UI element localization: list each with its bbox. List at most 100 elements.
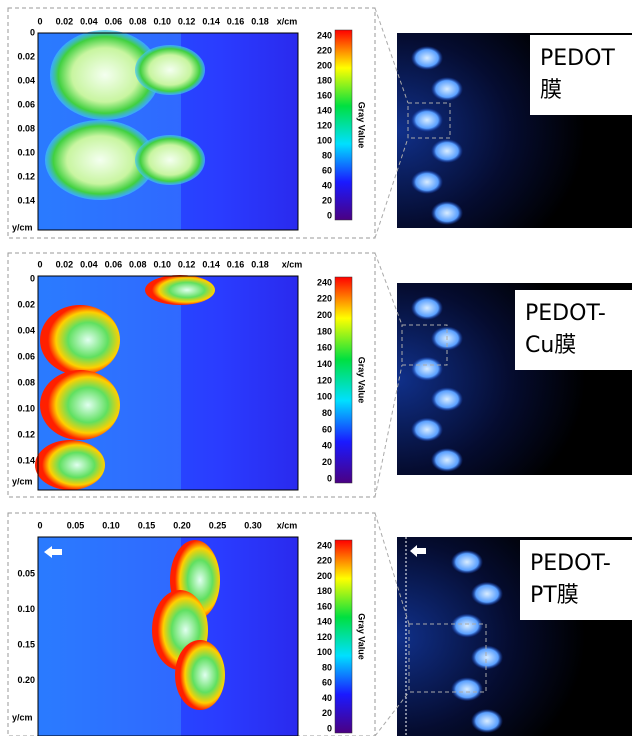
heatmap-region	[35, 440, 105, 490]
x-tick-label: 0.14	[202, 16, 220, 26]
colorbar-tick-label: 220	[317, 294, 332, 304]
panel-frame	[7, 252, 376, 498]
film-label: Cu膜	[525, 333, 576, 358]
y-axis-unit: y/cm	[12, 712, 33, 722]
film-label: PEDOT-	[525, 301, 606, 326]
x-tick-label: 0.12	[178, 259, 196, 269]
colorbar-tick-label: 140	[317, 359, 332, 369]
colorbar-tick-label: 100	[317, 647, 332, 657]
colorbar-tick-label: 20	[322, 708, 332, 718]
colorbar-tick-label: 0	[327, 210, 332, 220]
heatmap-region	[45, 120, 155, 200]
colorbar-tick-label: 180	[317, 75, 332, 85]
colorbar-tick-label: 220	[317, 556, 332, 566]
zoom-connector	[374, 252, 403, 326]
colorbar-tick-label: 80	[322, 662, 332, 672]
y-tick-label: 0.06	[17, 99, 35, 109]
heatmap-border	[37, 32, 299, 231]
arrow-icon	[410, 545, 426, 557]
colorbar-tick-label: 180	[317, 586, 332, 596]
x-tick-label: 0	[37, 16, 42, 26]
photo-pattern	[451, 677, 483, 702]
colorbar-tick-label: 240	[317, 540, 332, 550]
y-tick-label: 0.10	[17, 604, 35, 614]
x-axis-unit: x/cm	[282, 259, 303, 269]
x-tick-label: 0.18	[251, 259, 269, 269]
y-tick-label: 0.06	[17, 351, 35, 361]
colorbar-tick-label: 200	[317, 60, 332, 70]
x-tick-label: 0.16	[227, 16, 245, 26]
x-tick-label: 0.10	[102, 520, 120, 530]
heatmap-region	[40, 305, 120, 375]
panel-frame	[7, 7, 376, 239]
film-label: PEDOT	[540, 46, 615, 71]
x-tick-label: 0.02	[56, 16, 74, 26]
colorbar-tick-label: 40	[322, 693, 332, 703]
colorbar-tick-label: 200	[317, 571, 332, 581]
y-axis-unit: y/cm	[12, 476, 33, 486]
colorbar-label: Gray Value	[357, 102, 367, 149]
photo-pattern	[451, 550, 483, 574]
panels: 0 0.02 0.04 0.06 0.08 0.10 0.12 0.14 0.16 0.18 x/c…	[7, 7, 632, 736]
x-tick-label: 0.20	[173, 520, 191, 530]
colorbar-label: Gray Value	[357, 613, 367, 660]
zoom-connector	[374, 691, 410, 736]
y-tick-label: 0.02	[17, 299, 35, 309]
panel-frame	[7, 512, 376, 736]
colorbar-tick-label: 20	[322, 195, 332, 205]
photo-pattern	[431, 201, 463, 225]
x-tick-label: 0.08	[129, 16, 147, 26]
colorbar-tick-label: 60	[322, 424, 332, 434]
film-label-box	[515, 290, 632, 370]
colorbar-tick-label: 180	[317, 326, 332, 336]
y-tick-label: 0.05	[17, 568, 35, 578]
zoom-box	[407, 102, 451, 139]
colorbar-tick-label: 240	[317, 30, 332, 40]
colorbar	[334, 539, 353, 734]
heatmap-region	[40, 370, 120, 440]
colorbar-tick-label: 200	[317, 310, 332, 320]
photo-pattern	[471, 645, 503, 670]
colorbar-tick-label: 40	[322, 441, 332, 451]
colorbar-tick-label: 100	[317, 392, 332, 402]
colorbar-tick-label: 100	[317, 135, 332, 145]
x-tick-label: 0.04	[80, 259, 98, 269]
heatmap-region	[50, 30, 160, 120]
y-tick-label: 0.04	[17, 75, 35, 85]
panel: 0 0.05 0.10 0.15 0.20 0.25 0.30 x/cm 0.05 0.10 0.1…	[7, 512, 632, 736]
colorbar-tick-label: 240	[317, 277, 332, 287]
photo-pattern	[471, 581, 503, 606]
photo-pattern	[411, 170, 443, 194]
x-tick-label: 0.16	[227, 259, 245, 269]
panel: 0 0.02 0.04 0.06 0.08 0.10 0.12 0.14 0.16 0.18 x/c…	[7, 7, 632, 239]
colorbar-tick-label: 60	[322, 678, 332, 688]
x-tick-label: 0.12	[178, 16, 196, 26]
photo-pattern	[411, 417, 443, 442]
photo-pattern	[471, 709, 503, 733]
x-tick-label: 0.10	[153, 16, 171, 26]
y-tick-label: 0.10	[17, 403, 35, 413]
x-tick-label: 0.06	[105, 16, 123, 26]
colorbar-tick-label: 20	[322, 457, 332, 467]
colorbar-tick-label: 80	[322, 150, 332, 160]
y-tick-label: 0.20	[17, 675, 35, 685]
heatmap-region	[135, 45, 205, 95]
colorbar-tick-label: 140	[317, 105, 332, 115]
panel: 0 0.02 0.04 0.06 0.08 0.10 0.12 0.14 0.16 0.18 x/c…	[7, 252, 632, 498]
x-tick-label: 0	[37, 520, 42, 530]
colorbar-tick-label: 0	[327, 723, 332, 733]
y-tick-label: 0	[30, 27, 35, 37]
colorbar-label: Gray Value	[357, 357, 367, 404]
colorbar-tick-label: 40	[322, 180, 332, 190]
colorbar-tick-label: 80	[322, 408, 332, 418]
film-label: 膜	[540, 78, 562, 103]
x-tick-label: 0.02	[56, 259, 74, 269]
y-tick-label: 0	[30, 273, 35, 283]
photo-pattern	[451, 613, 483, 638]
zoom-connector	[374, 7, 409, 104]
y-tick-label: 0.02	[17, 51, 35, 61]
photo-pattern	[411, 296, 443, 320]
x-tick-label: 0	[37, 259, 42, 269]
film-label-box	[520, 540, 632, 620]
